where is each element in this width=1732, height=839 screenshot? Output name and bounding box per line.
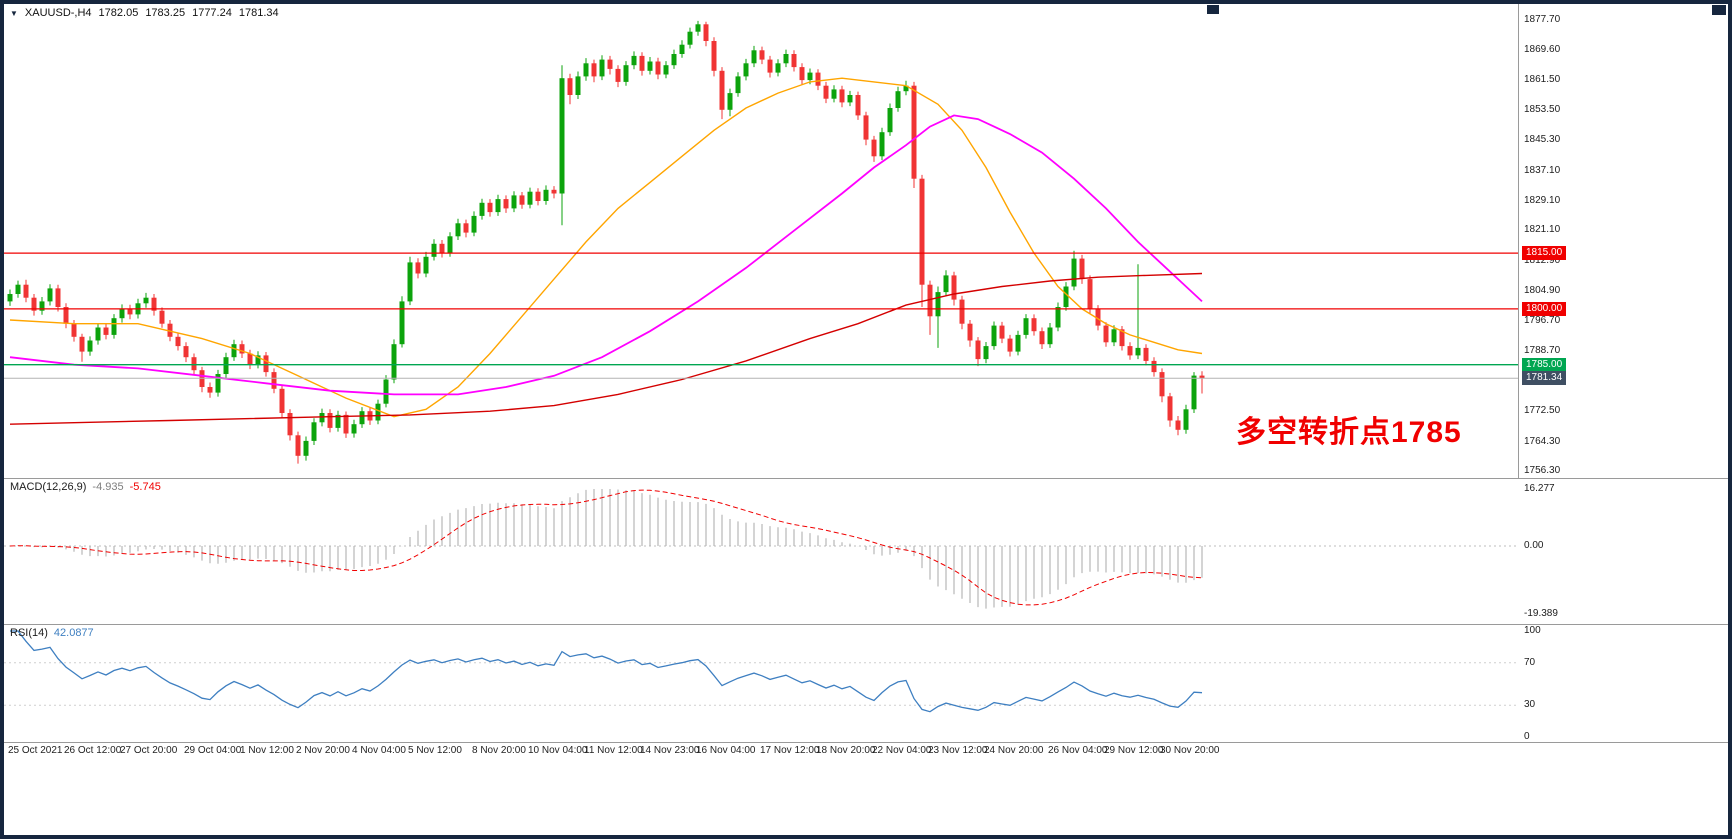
rsi-levels bbox=[4, 662, 1518, 706]
rsi-tick-label: 70 bbox=[1524, 656, 1536, 668]
price-tick-label: 1853.50 bbox=[1524, 103, 1561, 115]
time-label: 25 Oct 2021 bbox=[8, 745, 63, 756]
rsi-pane[interactable] bbox=[4, 625, 1518, 742]
macd-tick-label: 0.00 bbox=[1524, 540, 1544, 551]
time-label: 22 Nov 04:00 bbox=[872, 745, 932, 756]
quote-high: 1783.25 bbox=[145, 7, 186, 19]
price-tick-label: 1837.10 bbox=[1524, 164, 1561, 176]
price-tick-label: 1796.70 bbox=[1524, 315, 1561, 327]
macd-scale[interactable]: 16.277 0.00 -19.389 bbox=[1518, 479, 1728, 624]
rsi-tick-label: 30 bbox=[1524, 699, 1536, 711]
time-label: 30 Nov 20:00 bbox=[1160, 745, 1220, 756]
time-separator bbox=[4, 742, 1728, 743]
time-label: 29 Nov 12:00 bbox=[1104, 745, 1164, 756]
time-label: 2 Nov 20:00 bbox=[296, 745, 350, 756]
time-label: 5 Nov 12:00 bbox=[408, 745, 462, 756]
ma-mid bbox=[9, 114, 1203, 396]
rsi-tick-label: 0 bbox=[1524, 731, 1530, 742]
rsi-tick-label: 100 bbox=[1524, 625, 1541, 636]
candle-series bbox=[7, 20, 1205, 464]
time-label: 23 Nov 12:00 bbox=[928, 745, 988, 756]
scale-corner-marker bbox=[1712, 5, 1726, 15]
macd-tick-label: 16.277 bbox=[1524, 483, 1555, 494]
quote-bar: ▼ XAUUSD-,H4 1782.05 1783.25 1777.24 178… bbox=[10, 7, 279, 19]
time-label: 26 Oct 12:00 bbox=[64, 745, 122, 756]
time-label: 4 Nov 04:00 bbox=[352, 745, 406, 756]
current-price-badge: 1781.34 bbox=[1522, 371, 1567, 386]
time-label: 18 Nov 20:00 bbox=[816, 745, 876, 756]
quote-close: 1781.34 bbox=[238, 7, 279, 19]
macd-indicator-label: MACD(12,26,9) bbox=[10, 481, 87, 493]
chart-shift-marker[interactable] bbox=[1207, 5, 1219, 14]
macd-main-value: -4.935 bbox=[92, 481, 124, 493]
price-chart[interactable] bbox=[4, 4, 1518, 478]
price-tick-label: 1756.30 bbox=[1524, 465, 1561, 477]
price-tick-label: 1877.70 bbox=[1524, 13, 1561, 25]
price-tick-label: 1861.50 bbox=[1524, 74, 1561, 86]
time-label: 1 Nov 12:00 bbox=[240, 745, 294, 756]
panel-separator-macd[interactable] bbox=[4, 478, 1728, 479]
price-tick-label: 1821.10 bbox=[1524, 224, 1561, 236]
price-line-badge: 1815.00 bbox=[1522, 246, 1567, 261]
time-label: 27 Oct 20:00 bbox=[120, 745, 178, 756]
macd-pane[interactable] bbox=[4, 479, 1518, 624]
time-label: 29 Oct 04:00 bbox=[184, 745, 242, 756]
symbol-period-label: XAUUSD-,H4 bbox=[24, 7, 92, 19]
panel-separator-rsi[interactable] bbox=[4, 624, 1728, 625]
time-label: 11 Nov 12:00 bbox=[584, 745, 643, 756]
time-label: 10 Nov 04:00 bbox=[528, 745, 588, 756]
ma-slow bbox=[9, 272, 1203, 425]
scale-separator bbox=[1518, 4, 1519, 742]
price-line-badge: 1800.00 bbox=[1522, 301, 1567, 316]
quote-open: 1782.05 bbox=[98, 7, 139, 19]
price-tick-label: 1829.10 bbox=[1524, 194, 1561, 206]
symbol-dropdown-icon[interactable]: ▼ bbox=[10, 8, 18, 18]
rsi-label-row: RSI(14) 42.0877 bbox=[10, 627, 94, 639]
price-tick-label: 1869.60 bbox=[1524, 43, 1561, 55]
macd-tick-label: -19.389 bbox=[1524, 608, 1558, 619]
price-tick-label: 1772.50 bbox=[1524, 405, 1561, 417]
price-tick-label: 1845.30 bbox=[1524, 134, 1561, 146]
rsi-scale[interactable]: 100 70 30 0 bbox=[1518, 625, 1728, 742]
ma-fast bbox=[9, 77, 1203, 418]
time-label: 16 Nov 04:00 bbox=[696, 745, 756, 756]
rsi-indicator-label: RSI(14) bbox=[10, 627, 48, 639]
time-label: 26 Nov 04:00 bbox=[1048, 745, 1108, 756]
time-label: 8 Nov 20:00 bbox=[472, 745, 526, 756]
quote-low: 1777.24 bbox=[192, 7, 232, 19]
price-scale[interactable]: 1877.70 1869.60 1861.50 1853.50 1845.30 1837.… bbox=[1518, 4, 1728, 478]
macd-histogram bbox=[17, 489, 1203, 609]
time-label: 14 Nov 23:00 bbox=[640, 745, 700, 756]
time-label: 17 Nov 12:00 bbox=[760, 745, 820, 756]
macd-label-row: MACD(12,26,9) -4.935 -5.745 bbox=[10, 481, 161, 493]
macd-signal-value: -5.745 bbox=[129, 481, 161, 493]
chart-area: 1877.70 1869.60 1861.50 1853.50 1845.30 1837.… bbox=[4, 4, 1728, 835]
price-tick-label: 1804.90 bbox=[1524, 284, 1561, 296]
price-tick-label: 1764.30 bbox=[1524, 435, 1561, 447]
annotation-text: 多空转折点1785 bbox=[1236, 416, 1462, 449]
rsi-line bbox=[10, 630, 1203, 713]
macd-signal-line bbox=[9, 489, 1203, 606]
price-tick-label: 1788.70 bbox=[1524, 344, 1561, 356]
time-scale[interactable]: 25 Oct 2021 26 Oct 12:00 27 Oct 20:00 29 Oc… bbox=[4, 745, 1728, 759]
time-label: 24 Nov 20:00 bbox=[984, 745, 1044, 756]
price-line-badge: 1785.00 bbox=[1522, 357, 1567, 372]
rsi-value: 42.0877 bbox=[53, 627, 94, 639]
price-tick-label: 1812.90 bbox=[1524, 254, 1561, 266]
